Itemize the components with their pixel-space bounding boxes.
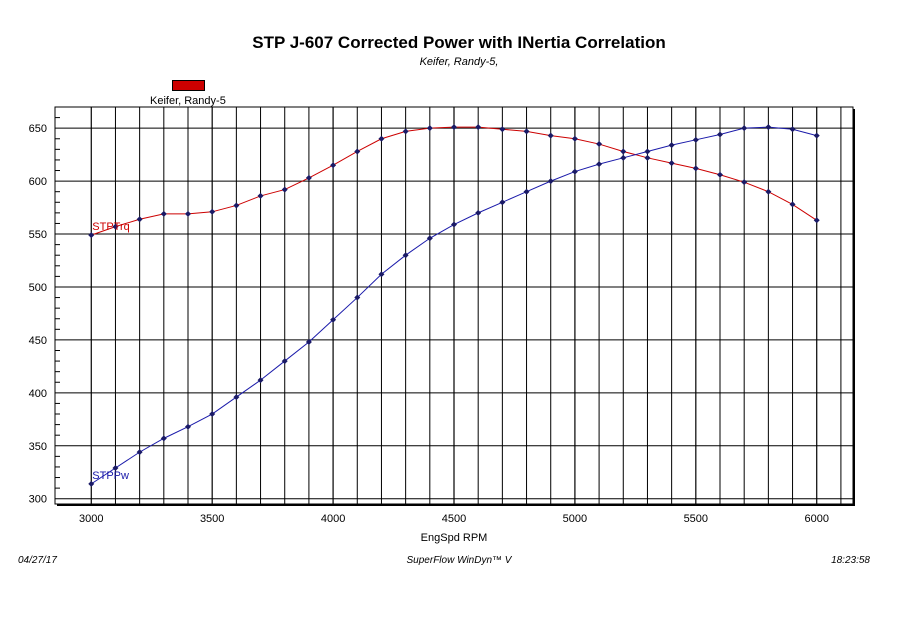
series-stptrq: STPTrq: [88, 124, 820, 239]
data-point: [596, 161, 603, 168]
data-point: [717, 171, 723, 178]
data-point: [451, 124, 457, 131]
data-point: [209, 411, 216, 418]
major-grid: [55, 107, 853, 504]
data-point: [499, 199, 506, 206]
data-point: [765, 188, 772, 195]
data-point: [281, 358, 288, 365]
footer-date: 04/27/17: [18, 555, 57, 566]
legend-label: Keifer, Randy-5: [150, 95, 226, 107]
data-point: [305, 174, 312, 181]
footer-time: 18:23:58: [831, 555, 870, 566]
data-point: [233, 202, 240, 209]
data-point: [378, 135, 385, 142]
data-point: [644, 148, 651, 155]
x-tick-labels: 3000 3500 4000 4500 5000 5500 6000: [79, 513, 829, 525]
series-stppw: STPPw: [88, 124, 820, 487]
data-point: [571, 168, 578, 175]
data-point: [136, 216, 143, 223]
data-point: [160, 435, 167, 442]
data-point: [378, 271, 385, 278]
y-tick-label: 650: [29, 123, 47, 135]
chart-title: STP J-607 Corrected Power with INertia C…: [252, 33, 666, 52]
data-point: [620, 148, 627, 155]
x-tick-label: 5500: [684, 513, 708, 525]
y-tick-label: 500: [29, 282, 47, 294]
data-point: [692, 136, 699, 143]
x-tick-label: 3500: [200, 513, 224, 525]
data-point: [644, 154, 651, 161]
data-point: [354, 294, 361, 301]
data-point: [475, 209, 482, 216]
data-point: [499, 126, 506, 133]
data-point: [257, 192, 264, 199]
series-layer: STPTrq STPPw: [88, 124, 820, 487]
y-tick-labels: 300 350 400 450 500 550 600 650: [29, 123, 47, 506]
x-tick-label: 4500: [442, 513, 466, 525]
data-point: [402, 252, 409, 259]
data-point: [571, 135, 578, 142]
data-point: [112, 223, 119, 230]
data-point: [813, 132, 820, 139]
x-tick-label: 3000: [79, 513, 103, 525]
data-point: [765, 124, 772, 131]
x-tick-label: 6000: [804, 513, 828, 525]
data-point: [789, 201, 796, 208]
y-tick-label: 400: [29, 388, 47, 400]
data-point: [209, 208, 216, 215]
data-point: [717, 131, 723, 138]
data-point: [451, 221, 457, 228]
x-tick-label: 4000: [321, 513, 345, 525]
data-point: [160, 210, 167, 217]
data-point: [257, 377, 264, 384]
data-point: [523, 188, 530, 195]
data-point: [596, 141, 603, 148]
y-tick-label: 300: [29, 494, 47, 506]
data-point: [330, 162, 337, 169]
data-point: [668, 142, 675, 149]
data-point: [620, 154, 627, 161]
data-point: [112, 465, 119, 472]
minor-grid: [55, 107, 842, 504]
chart-subtitle: Keifer, Randy-5,: [419, 56, 499, 68]
series-label: STPPw: [92, 470, 129, 482]
data-point: [354, 148, 361, 155]
data-point: [523, 128, 530, 135]
data-point: [233, 394, 240, 401]
data-point: [185, 210, 191, 217]
x-tick-label: 5000: [563, 513, 587, 525]
data-point: [330, 316, 337, 323]
footer-software: SuperFlow WinDyn™ V: [406, 555, 512, 566]
y-tick-label: 350: [29, 441, 47, 453]
data-point: [547, 132, 554, 139]
data-point: [475, 124, 482, 131]
data-point: [692, 165, 699, 172]
series-label: STPTrq: [92, 221, 130, 233]
legend-swatch: [172, 80, 205, 91]
data-point: [813, 217, 820, 224]
x-axis-label: EngSpd RPM: [421, 532, 488, 544]
data-point: [136, 449, 143, 456]
y-tick-label: 550: [29, 229, 47, 241]
data-point: [305, 339, 312, 346]
data-point: [402, 128, 409, 135]
data-point: [88, 232, 95, 239]
data-point: [426, 125, 433, 132]
data-point: [281, 186, 288, 193]
data-point: [426, 235, 433, 242]
data-point: [741, 125, 748, 132]
y-tick-label: 450: [29, 335, 47, 347]
data-point: [88, 480, 95, 487]
data-point: [741, 179, 748, 186]
data-point: [789, 126, 796, 133]
data-point: [668, 160, 675, 167]
data-point: [185, 423, 191, 430]
data-point: [547, 178, 554, 185]
y-tick-label: 600: [29, 176, 47, 188]
